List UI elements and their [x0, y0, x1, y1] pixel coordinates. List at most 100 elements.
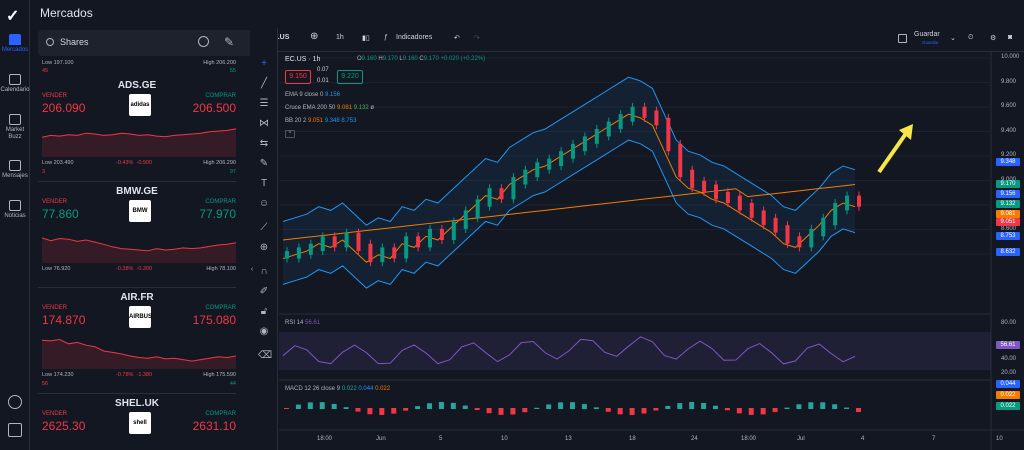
market-card[interactable]: SHEL.UK shell VENDER COMPRAR 2625.30 2631.10	[38, 396, 236, 450]
bb-legend[interactable]: BB 20 2 9.051 9.348 8.753	[285, 118, 356, 124]
time-axis-label: 18:00	[741, 436, 757, 442]
shares-selector[interactable]: Shares ✎	[38, 30, 270, 56]
macd-tag: 0.044	[996, 380, 1020, 388]
layout-icon[interactable]	[898, 34, 907, 43]
add-symbol-icon[interactable]: ⊕	[310, 31, 319, 42]
brand-logo[interactable]: ✓	[6, 8, 20, 25]
prev-card-row: Low 197.100 High 206.200	[42, 60, 236, 66]
text-icon[interactable]: T	[260, 178, 268, 189]
market-card[interactable]: AIR.FR AIRBUS VENDER COMPRAR 174.870 175.080 …	[38, 290, 236, 394]
interval-button[interactable]: 1h	[336, 34, 344, 41]
zoom-icon[interactable]: ⊕	[259, 242, 269, 253]
bollinger-mid	[282, 113, 856, 263]
brush-icon[interactable]: ✎	[259, 158, 269, 169]
sell-button[interactable]: 77.860	[42, 207, 79, 221]
visibility-icon[interactable]: ø	[370, 105, 375, 111]
rsi-legend[interactable]: RSI 14 56.61	[285, 320, 320, 326]
macd-bar	[665, 405, 671, 409]
candle	[714, 184, 718, 200]
sell-button[interactable]: 206.090	[42, 101, 86, 115]
ema-label: EMA 9 close 0	[285, 92, 324, 98]
change-value: -0.38% -0.300	[116, 266, 153, 272]
indicators-button[interactable]: Indicadores	[396, 34, 433, 41]
buy-label: COMPRAR	[205, 93, 236, 99]
macd-bar	[689, 402, 695, 409]
rsi-line	[282, 336, 856, 365]
macd-legend[interactable]: MACD 12 26 close 9 0.022 0.044 0.022	[285, 386, 390, 392]
nav-calendario[interactable]: Calendario	[0, 74, 30, 94]
candle	[368, 243, 373, 263]
save-button[interactable]: Guardar	[914, 31, 940, 38]
macd-bar	[760, 408, 766, 415]
buy-button[interactable]: 77.970	[199, 207, 236, 221]
symbol-button[interactable]: EC.US	[268, 34, 290, 41]
ema-legend[interactable]: EMA 9 close 0 9.156	[285, 92, 340, 98]
macd-bar	[581, 404, 587, 409]
pattern-icon[interactable]: ⋈	[259, 118, 269, 129]
eye-icon[interactable]: ◉	[259, 326, 269, 337]
nav-mensajes[interactable]: Mensajes	[0, 160, 30, 180]
fib-icon[interactable]: ☰	[259, 98, 269, 109]
trash-icon[interactable]: ⌫	[258, 350, 273, 361]
gear-icon[interactable]: ⚙	[990, 35, 997, 42]
low-value: Low 197.100	[42, 60, 74, 66]
price-tag: 9.348	[996, 158, 1020, 166]
macd-bar	[498, 408, 504, 415]
crosshair-icon[interactable]: +	[261, 58, 267, 69]
candle	[356, 232, 361, 252]
market-card[interactable]: ADS.GE adidas VENDER COMPRAR 206.090 206.500 …	[38, 78, 236, 182]
chevron-down-icon[interactable]: ⌄	[950, 35, 956, 42]
redo-icon[interactable]: ↷	[474, 35, 480, 42]
buy-button[interactable]: 206.500	[192, 101, 236, 115]
buy-button[interactable]: 2631.10	[192, 419, 236, 433]
trendline-icon[interactable]: ╱	[260, 78, 268, 89]
home-icon	[9, 34, 21, 45]
settings-sliders-icon[interactable]	[8, 423, 22, 437]
magnet-icon[interactable]: ∩	[260, 266, 268, 277]
macd-bar	[832, 404, 838, 409]
sell-button[interactable]: 2625.30	[42, 419, 86, 433]
lock-draw-icon[interactable]: ✐	[259, 286, 269, 297]
sell-price-box[interactable]: 9.150	[285, 70, 311, 84]
price-tag: 9.081	[996, 210, 1020, 218]
nav-mercados[interactable]: Mercados	[0, 34, 30, 54]
theme-toggle-icon[interactable]	[8, 395, 22, 409]
candle	[535, 162, 540, 178]
ruler-icon[interactable]: ⟋	[260, 222, 268, 233]
camera-icon[interactable]: ◙	[1008, 34, 1013, 41]
undo-icon[interactable]: ↶	[454, 35, 460, 42]
search-icon[interactable]	[198, 36, 209, 47]
bb-value-3: 8.753	[341, 118, 357, 124]
nav-noticias[interactable]: Noticias	[0, 200, 30, 220]
edit-icon[interactable]: ✎	[224, 35, 235, 49]
collapse-panel-icon[interactable]: ‹	[250, 266, 254, 273]
alert-clock-icon[interactable]: ⏲	[968, 34, 974, 41]
buy-label: COMPRAR	[205, 305, 236, 311]
count-sell: 56	[42, 381, 49, 387]
lock-icon[interactable]: 🔓︎	[260, 306, 268, 317]
time-axis-label: 24	[691, 436, 698, 442]
macd-bar	[474, 408, 480, 411]
prediction-icon[interactable]: ⇆	[259, 138, 269, 149]
rsi-label: RSI 14	[285, 320, 304, 326]
collapse-legend-icon[interactable]: ^	[285, 130, 295, 138]
high-value: High 206.200	[203, 60, 236, 66]
nav-market-buzz[interactable]: Market Buzz	[0, 114, 30, 141]
candle	[725, 191, 730, 203]
time-axis-label: Jun	[376, 436, 386, 442]
chart-canvas[interactable]	[279, 52, 1024, 450]
time-axis-label: 5	[439, 436, 443, 442]
candle-type-icon[interactable]: ▮▯	[362, 35, 370, 42]
buy-price-box[interactable]: 9.220	[337, 70, 363, 84]
buy-button[interactable]: 175.080	[192, 313, 236, 327]
emoji-icon[interactable]: ☺	[258, 198, 270, 209]
price-axis-label: 9.400	[1001, 127, 1017, 134]
market-card[interactable]: BMW.GE BMW VENDER COMPRAR 77.860 77.970 Low 7…	[38, 184, 236, 288]
ohlc-legend: O9.160 H9.170 L9.160 C9.170 +0.020 (+0.2…	[357, 56, 486, 62]
chart-area[interactable]: EC.US · 1h O9.160 H9.170 L9.160 C9.170 +…	[279, 52, 1024, 450]
cruce-ema-legend[interactable]: Cruce EMA 200 50 9.081 9.132 ø	[285, 105, 374, 111]
sell-button[interactable]: 174.870	[42, 313, 86, 327]
macd-bar	[546, 404, 552, 409]
macd-value-3: 0.022	[375, 386, 391, 392]
time-axis-label: 10	[501, 436, 508, 442]
